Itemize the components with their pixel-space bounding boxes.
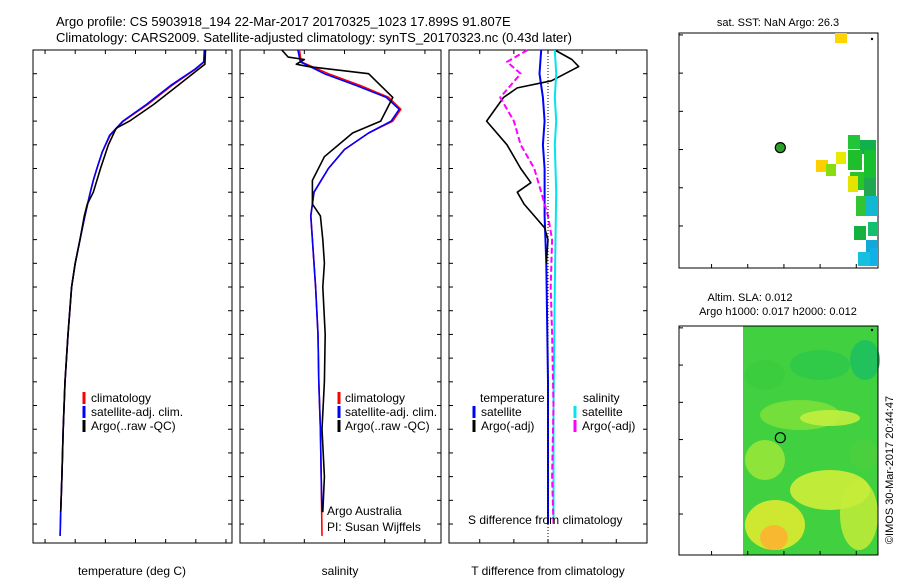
sla-patch <box>745 360 785 390</box>
header-line1: Argo profile: CS 5903918_194 22-Mar-2017… <box>56 14 511 29</box>
sst-cell <box>866 196 878 216</box>
legend-label: satellite <box>481 405 522 419</box>
sst-cell <box>848 135 860 149</box>
series-line-salinity-satellite <box>552 49 558 524</box>
sst-cell <box>854 226 866 240</box>
header-line2: Climatology: CARS2009. Satellite-adjuste… <box>56 30 572 45</box>
credit-line2: PI: Susan Wijffels <box>327 520 421 534</box>
series-layer <box>59 49 580 543</box>
sst-cell <box>816 160 828 172</box>
sla-patch <box>745 440 785 480</box>
sst-x-ticks <box>711 264 857 268</box>
legend-label: Argo(..raw -QC) <box>91 419 176 433</box>
difference-xlabel: T difference from climatology <box>471 564 625 578</box>
legend-label: satellite-adj. clim. <box>91 405 183 419</box>
sla-patch <box>840 480 878 550</box>
legend-label: satellite-adj. clim. <box>345 405 437 419</box>
legend-label: Argo(-adj) <box>582 419 635 433</box>
series-line-climatology <box>298 49 402 536</box>
sst-y-ticks <box>679 34 683 227</box>
legend-label: climatology <box>345 391 405 405</box>
temperature-xlabel: temperature (deg C) <box>78 564 186 578</box>
legend-label: climatology <box>91 391 151 405</box>
sst-map <box>678 32 879 269</box>
legend-label: satellite <box>582 405 623 419</box>
legend-label: Argo(-adj) <box>481 419 534 433</box>
s-difference-label: S difference from climatology <box>468 513 623 527</box>
legend-salinity-title: salinity <box>583 391 620 405</box>
argo-float-marker <box>774 142 786 154</box>
series-line-argo-raw-qc- <box>281 49 394 513</box>
sst-cell <box>848 176 858 192</box>
sst-cell <box>864 150 876 178</box>
sla-y-ticks <box>679 327 683 515</box>
imos-footer: ©IMOS 30-Mar-2017 20:44:47 <box>884 396 896 544</box>
temperature-legend: climatology satellite-adj. clim. Argo(..… <box>82 391 183 433</box>
credit-line1: Argo Australia <box>327 504 402 518</box>
series-line-satellite-adj-clim- <box>297 49 401 513</box>
legend-temperature-title: temperature <box>480 391 545 405</box>
difference-legend: temperature salinity satellite satellite… <box>468 391 635 527</box>
salinity-xlabel: salinity <box>322 564 359 578</box>
sst-cell <box>826 164 836 176</box>
depth-axis <box>33 49 647 525</box>
sla-patch <box>790 350 850 380</box>
sla-patch <box>850 440 878 470</box>
argo-float-marker <box>774 432 786 444</box>
series-line-temperature-satellite <box>538 49 549 524</box>
sla-map-title2: Argo h1000: 0.017 h2000: 0.012 <box>699 306 857 318</box>
salinity-panel <box>239 49 442 544</box>
sla-map-border <box>678 325 879 556</box>
sla-patch <box>760 525 788 550</box>
sst-map-title: sat. SST: NaN Argo: 26.3 <box>717 17 839 29</box>
series-line-climatology <box>59 49 206 536</box>
sla-map <box>678 325 880 556</box>
map-corner-dot <box>870 37 874 41</box>
legend-label: Argo(..raw -QC) <box>345 419 430 433</box>
sla-patch <box>800 410 860 426</box>
sst-cell <box>836 152 846 164</box>
salinity-x-ticks <box>263 50 426 543</box>
series-line-argo-raw-qc- <box>59 49 207 513</box>
temperature-panel <box>32 49 233 544</box>
salinity-legend: climatology satellite-adj. clim. Argo(..… <box>327 391 437 534</box>
sla-patch <box>850 340 880 380</box>
sst-cell <box>835 33 847 43</box>
sst-cell <box>870 248 878 266</box>
sla-x-ticks <box>711 551 857 555</box>
temperature-x-ticks <box>44 50 227 543</box>
sst-cell <box>868 222 878 236</box>
series-line-satellite-adj-clim- <box>59 49 206 536</box>
series-line-temperature-argo-adj- <box>485 49 580 264</box>
sst-cell <box>848 150 862 170</box>
sla-map-title1: Altim. SLA: 0.012 <box>708 292 793 304</box>
map-corner-dot <box>870 328 874 332</box>
